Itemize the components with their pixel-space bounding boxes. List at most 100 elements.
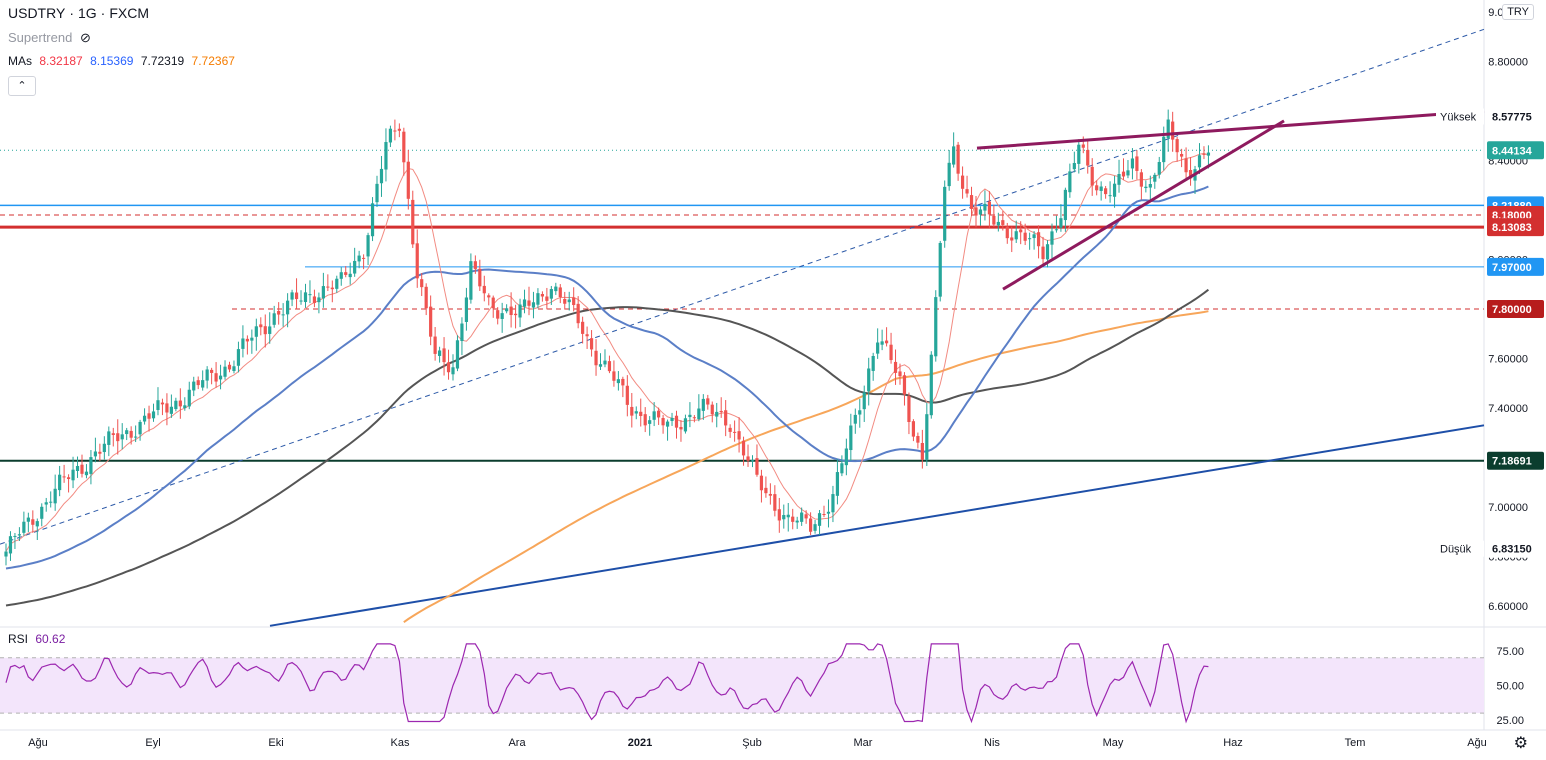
- chart-title: USDTRY · 1G · FXCM: [8, 5, 150, 21]
- candle-body: [1081, 144, 1085, 148]
- candle-body: [585, 334, 589, 337]
- candle-body: [1077, 144, 1081, 164]
- candle-body: [326, 286, 330, 288]
- candle-body: [844, 448, 848, 466]
- candle-body: [791, 516, 795, 522]
- currency-badge[interactable]: TRY: [1502, 4, 1534, 20]
- supertrend-legend[interactable]: Supertrend ⊘: [8, 30, 91, 46]
- candle-body: [978, 209, 983, 215]
- candle-body: [630, 406, 634, 416]
- candle-body: [1121, 171, 1126, 177]
- candle-body: [621, 378, 625, 386]
- ma-fast-line: [5, 152, 1209, 552]
- candle-body: [1050, 231, 1054, 245]
- candle-body: [764, 487, 768, 494]
- candle-body: [1099, 186, 1103, 191]
- candle-body: [245, 338, 249, 342]
- candle-body: [563, 299, 567, 304]
- time-axis-tick: Ağu: [1467, 737, 1487, 749]
- candle-body: [876, 342, 880, 354]
- candle-body: [98, 451, 102, 454]
- candle-body: [129, 430, 133, 438]
- symbol-name[interactable]: USDTRY: [8, 5, 66, 21]
- candle-body: [299, 300, 303, 302]
- rsi-line: [5, 643, 1209, 724]
- time-axis-tick: Nis: [984, 737, 1000, 749]
- candle-body: [549, 289, 553, 299]
- candle-body: [147, 413, 151, 419]
- candle-body: [22, 521, 26, 533]
- candle-body: [581, 321, 585, 334]
- candle-body: [728, 427, 732, 432]
- rsi-axis-tick: 50.00: [1496, 680, 1524, 692]
- candle-body: [1171, 121, 1175, 140]
- candle-body: [214, 373, 218, 382]
- ma-long-line: [403, 310, 1209, 624]
- candle-body: [809, 518, 813, 532]
- candle-body: [397, 128, 401, 131]
- candle-body: [572, 297, 576, 306]
- candle-body: [1166, 119, 1170, 139]
- candle-body: [701, 398, 705, 411]
- gear-icon[interactable]: ⚙: [1513, 735, 1528, 752]
- candle-body: [505, 308, 509, 312]
- candle-body: [773, 494, 777, 511]
- candle-body: [174, 400, 178, 410]
- price-axis-tick: 8.80000: [1488, 57, 1528, 69]
- price-axis-tick: 7.00000: [1488, 502, 1528, 514]
- candle-body: [393, 130, 397, 132]
- candle-body: [683, 418, 688, 432]
- candle-body: [1041, 246, 1045, 260]
- candle-body: [911, 421, 916, 437]
- candle-body: [44, 502, 48, 505]
- candle-body: [40, 506, 44, 519]
- candle-body: [639, 411, 643, 416]
- candle-body: [665, 421, 670, 427]
- candle-body: [415, 243, 419, 279]
- candle-body: [357, 255, 361, 262]
- candle-body: [66, 477, 71, 480]
- candle-body: [303, 292, 308, 303]
- time-axis-tick: May: [1103, 737, 1124, 749]
- candle-body: [916, 436, 920, 443]
- mas-legend[interactable]: MAs 8.32187 8.15369 7.72319 7.72367: [8, 54, 239, 68]
- candle-body: [312, 296, 317, 303]
- candle-body: [353, 260, 357, 274]
- candle-body: [616, 379, 620, 384]
- time-axis-tick: Mar: [854, 737, 873, 749]
- candle-body: [522, 299, 527, 307]
- candle-body: [277, 310, 281, 315]
- candle-body: [1162, 136, 1166, 163]
- candle-body: [657, 410, 661, 418]
- candle-body: [321, 286, 325, 299]
- candle-body: [1019, 229, 1023, 233]
- candle-body: [473, 261, 477, 269]
- candle-body: [536, 293, 540, 305]
- candle-body: [1014, 231, 1018, 240]
- ma-slow-line: [5, 288, 1210, 607]
- candle-body: [1112, 183, 1117, 197]
- collapse-legend-button[interactable]: ⌃: [8, 76, 36, 96]
- candle-body: [1197, 155, 1202, 168]
- candle-body: [1126, 170, 1130, 176]
- candle-body: [268, 326, 272, 334]
- price-tag-7-97000: 7.97000: [1487, 257, 1544, 276]
- price-tag-bg: [1487, 539, 1544, 558]
- candle-body: [17, 534, 22, 536]
- price-tag-8-13083: 8.13083: [1487, 218, 1544, 237]
- candle-body: [464, 297, 469, 322]
- candle-body: [943, 186, 947, 241]
- candle-body: [384, 142, 388, 170]
- rsi-axis-tick: 75.00: [1496, 646, 1524, 658]
- candle-body: [750, 460, 755, 462]
- candle-body: [531, 302, 536, 308]
- candle-body: [446, 362, 451, 373]
- interval-label[interactable]: 1G: [77, 5, 97, 21]
- candle-body: [697, 408, 701, 420]
- candle-body: [1032, 234, 1036, 239]
- candle-body: [947, 162, 951, 187]
- eye-hidden-icon[interactable]: ⊘: [79, 30, 91, 45]
- rsi-legend[interactable]: RSI 60.62: [8, 632, 65, 646]
- candle-body: [263, 326, 267, 335]
